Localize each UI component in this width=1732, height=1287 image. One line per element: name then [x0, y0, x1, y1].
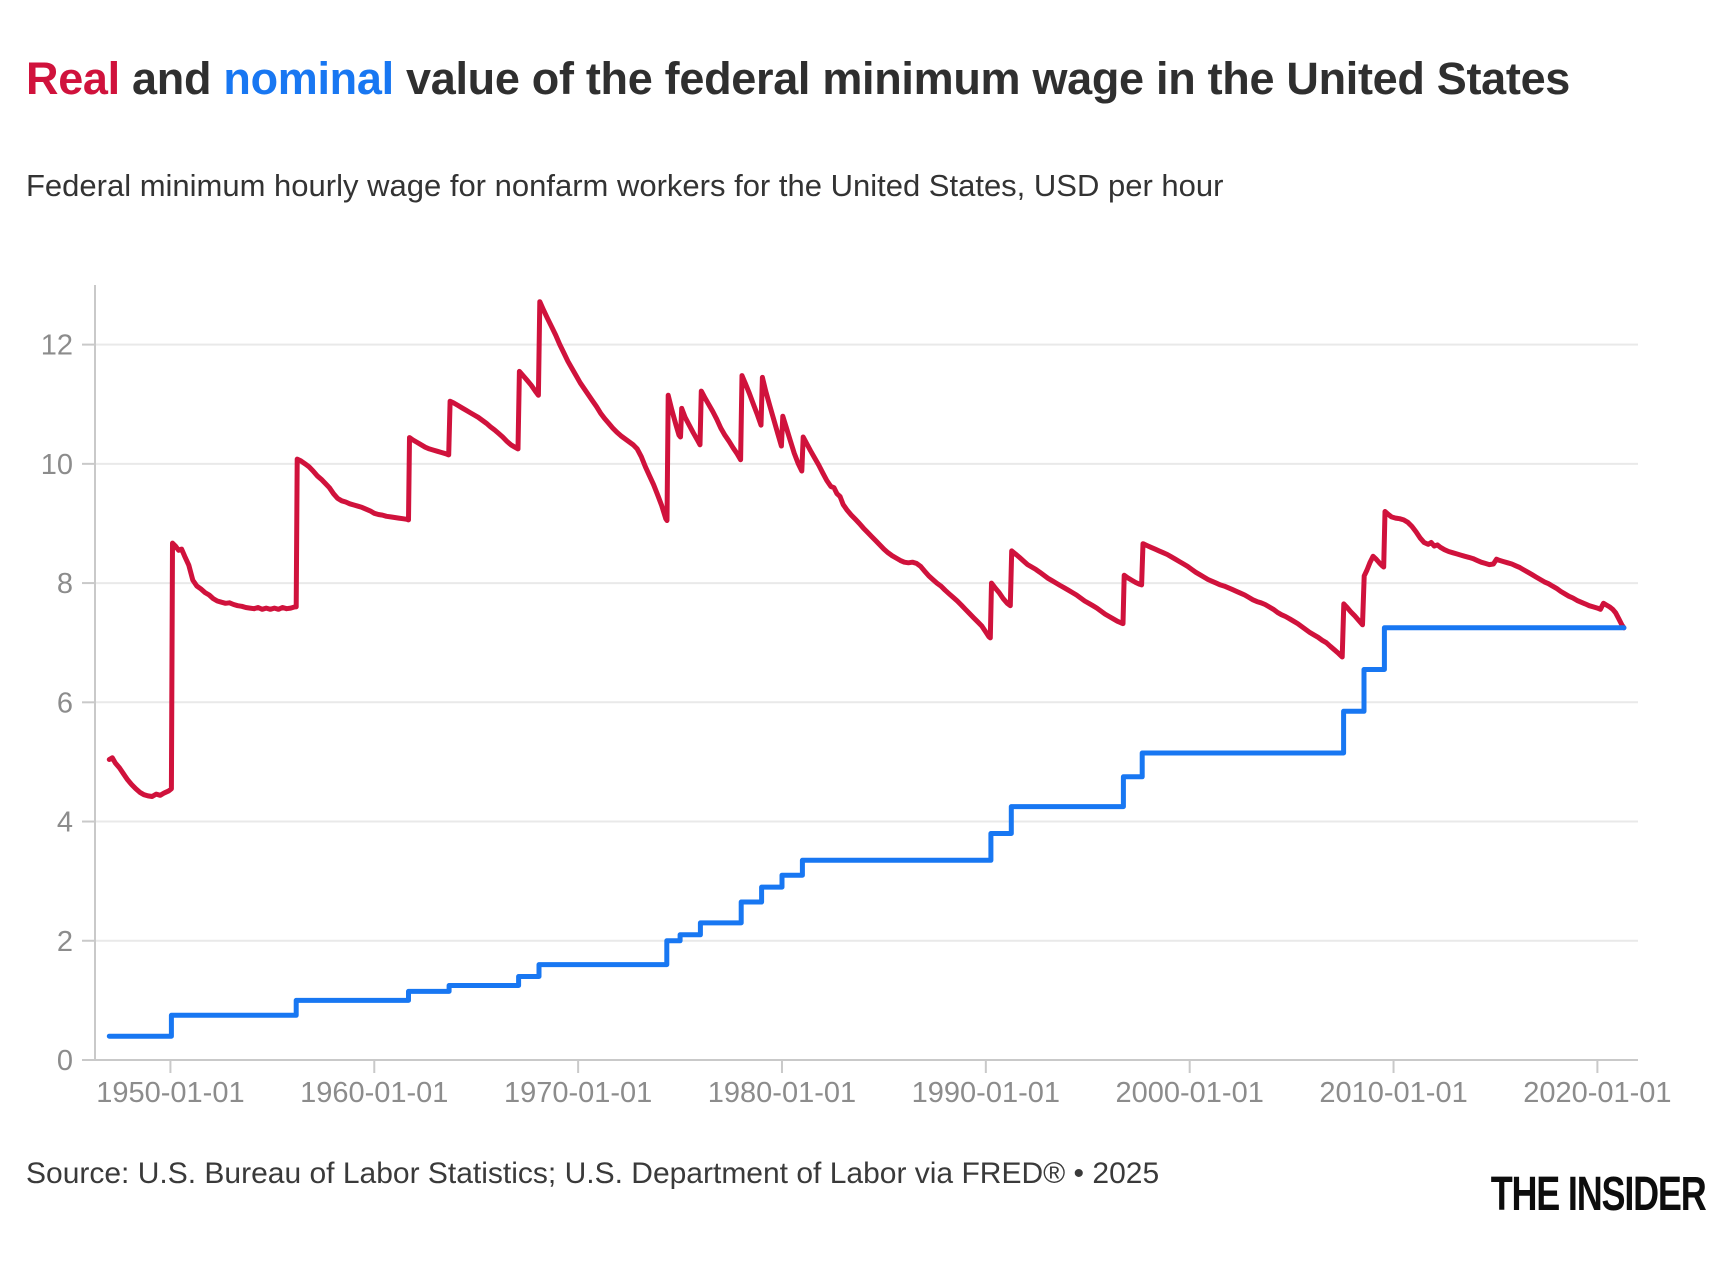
real-line [106, 299, 1627, 799]
x-tick-label: 1990-01-01 [912, 1077, 1060, 1109]
x-tick-label: 1960-01-01 [300, 1077, 448, 1109]
the-insider-logo: THE INSIDER [1491, 1165, 1707, 1221]
page-subtitle: Federal minimum hourly wage for nonfarm … [26, 168, 1224, 203]
x-tick-label: 1980-01-01 [708, 1077, 856, 1109]
x-tick-label: 1970-01-01 [504, 1077, 652, 1109]
y-tick-label: 0 [57, 1045, 73, 1077]
y-tick-label: 6 [57, 687, 73, 719]
y-tick-label: 4 [57, 807, 73, 839]
x-tick-label: 2020-01-01 [1523, 1077, 1671, 1109]
y-tick-label: 10 [41, 449, 73, 481]
x-tick-label: 1950-01-01 [96, 1077, 244, 1109]
title-mid-segment: and [119, 53, 224, 105]
x-tick-label: 2000-01-01 [1116, 1077, 1264, 1109]
x-tick-label: 2010-01-01 [1319, 1077, 1467, 1109]
y-tick-label: 12 [41, 330, 73, 362]
title-rest-segment: value of the federal minimum wage in the… [393, 53, 1571, 105]
nominal-line [106, 625, 1627, 1039]
title-nominal-segment: nominal [223, 53, 394, 105]
page-title: Real and nominal value of the federal mi… [26, 48, 1586, 109]
source-attribution: Source: U.S. Bureau of Labor Statistics;… [26, 1157, 1160, 1190]
title-real-segment: Real [26, 53, 120, 105]
y-tick-label: 2 [57, 926, 73, 958]
y-tick-label: 8 [57, 568, 73, 600]
